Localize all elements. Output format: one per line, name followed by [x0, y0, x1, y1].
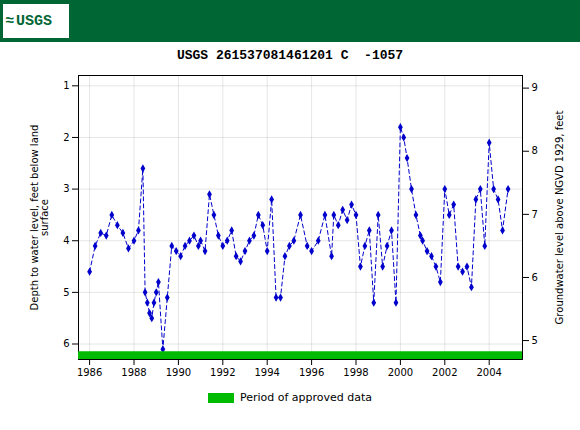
svg-text:Depth to water level, feet bel: Depth to water level, feet below landsur…	[29, 125, 50, 311]
svg-text:Groundwater level above NGVD 1: Groundwater level above NGVD 1929, feet	[554, 111, 565, 325]
svg-text:2: 2	[63, 132, 69, 143]
svg-text:3: 3	[63, 183, 69, 194]
svg-text:5: 5	[63, 287, 69, 298]
svg-text:7: 7	[532, 209, 538, 220]
svg-text:2000: 2000	[388, 367, 413, 378]
svg-text:1988: 1988	[121, 367, 146, 378]
svg-text:1994: 1994	[254, 367, 279, 378]
svg-text:1990: 1990	[166, 367, 191, 378]
svg-text:2004: 2004	[476, 367, 501, 378]
svg-text:9: 9	[532, 82, 538, 93]
svg-text:6: 6	[532, 272, 538, 283]
svg-text:4: 4	[63, 235, 69, 246]
html-text:USGS 261537081461201 C -1057: USGS 261537081461201 C -1057	[176, 48, 404, 63]
svg-text:8: 8	[532, 145, 538, 156]
svg-text:6: 6	[63, 338, 69, 349]
html-text:Period of approved data: Period of approved data	[239, 391, 373, 404]
svg-text:1986: 1986	[77, 367, 102, 378]
svg-text:1992: 1992	[210, 367, 235, 378]
svg-text:1996: 1996	[299, 367, 324, 378]
svg-text:2002: 2002	[432, 367, 457, 378]
svg-text:1: 1	[63, 80, 69, 91]
svg-text:5: 5	[532, 335, 538, 346]
svg-text:1998: 1998	[343, 367, 368, 378]
html-text:≈ USGS: ≈ USGS	[5, 12, 52, 30]
